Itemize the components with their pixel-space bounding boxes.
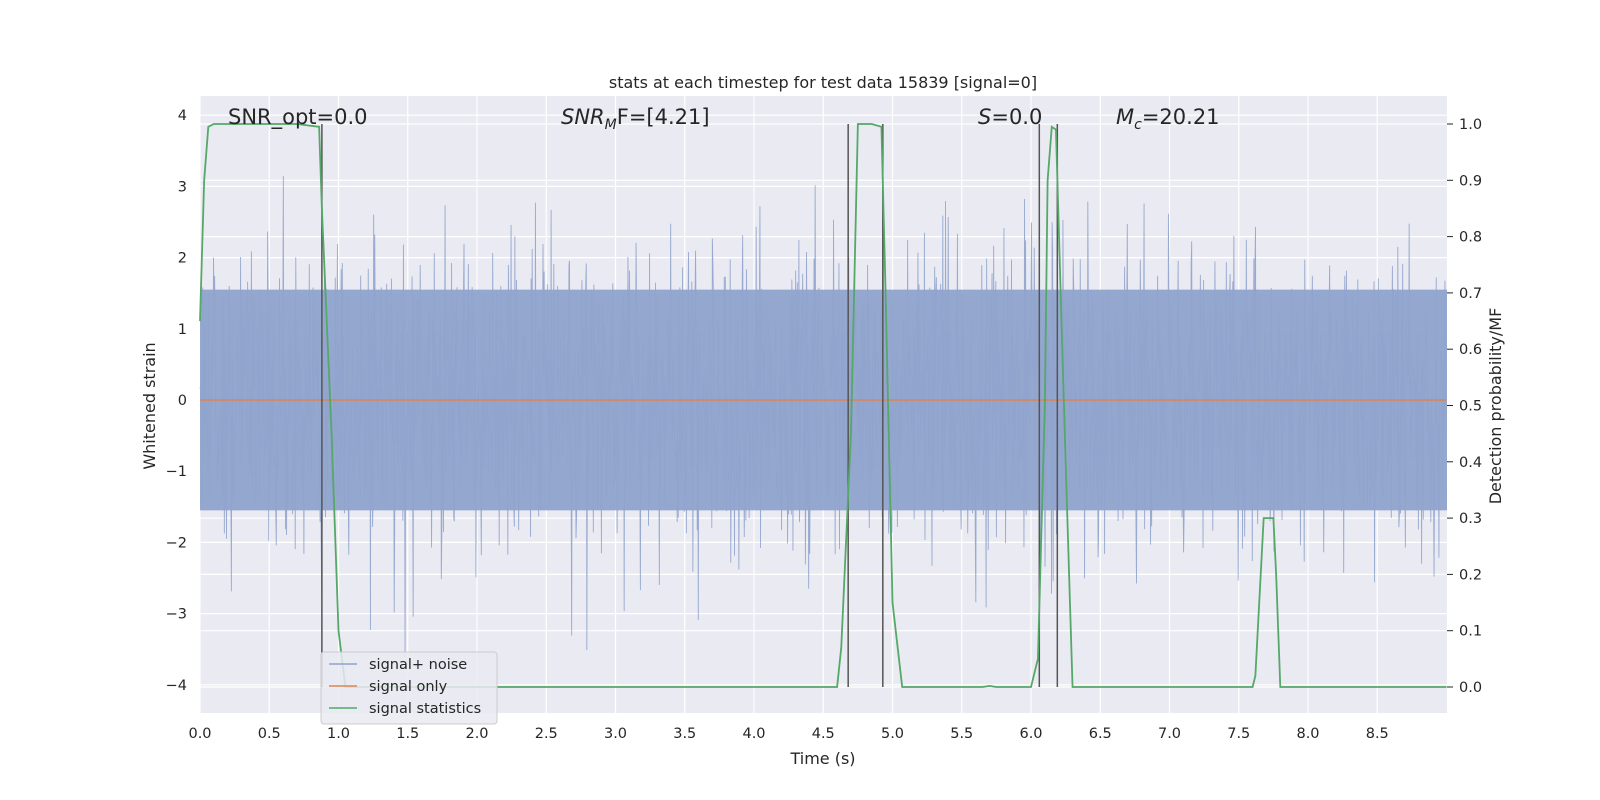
x-tick-label: 2.5 (535, 726, 558, 742)
annotation-mc-rest: =20.21 (1142, 105, 1220, 129)
x-axis-ticks: 0.0 0.5 1.0 1.5 2.0 2.5 3.0 3.5 4.0 4.5 5.0 5.5 6.0 6… (188, 726, 1388, 742)
y-right-tick-label: 0.8 (1459, 230, 1482, 246)
signal-statistics-series (199, 123, 1447, 688)
annotation-snr-mf: SNRMF=[4.21] (561, 105, 710, 133)
y-right-tick-label: 0.7 (1459, 286, 1482, 302)
x-tick-label: 7.5 (1227, 726, 1250, 742)
y-right-tick-label: 0.3 (1459, 511, 1482, 527)
y-left-tick-label: −3 (166, 607, 187, 623)
y-left-tick-label: 2 (178, 251, 187, 267)
y-right-tick-label: 0.0 (1459, 680, 1482, 696)
legend-box (320, 651, 498, 725)
legend: signal+ noise signal only signal statist… (320, 651, 498, 725)
y-right-tick-label: 1.0 (1459, 117, 1482, 133)
x-tick-label: 7.0 (1158, 726, 1181, 742)
x-tick-label: 8.0 (1296, 726, 1319, 742)
annotation-snr-mf-base: SNR (561, 105, 605, 129)
annotation-snr-mf-rest: F=[4.21] (617, 105, 710, 129)
y-left-tick-label: −1 (166, 464, 187, 480)
legend-label-noise: signal+ noise (369, 657, 467, 673)
annotation-mc-sub: c (1134, 117, 1142, 133)
x-tick-label: 3.5 (673, 726, 696, 742)
y-left-tick-label: −2 (166, 535, 187, 551)
y-right-tick-label: 0.1 (1459, 624, 1482, 640)
annotation-mc-main: M (1116, 105, 1134, 129)
y-right-tick-label: 0.4 (1459, 455, 1482, 471)
x-tick-label: 8.5 (1366, 726, 1389, 742)
x-tick-label: 1.5 (396, 726, 419, 742)
y-left-axis-ticks: 4 3 2 1 0 −1 −2 −3 −4 (166, 108, 187, 694)
y-left-axis-label: Whitened strain (140, 342, 159, 469)
chart-title: stats at each timestep for test data 158… (609, 73, 1037, 92)
x-tick-label: 2.0 (465, 726, 488, 742)
legend-label-signal-only: signal only (369, 679, 448, 695)
y-right-tick-label: 0.5 (1459, 399, 1482, 415)
y-right-tick-label: 0.2 (1459, 567, 1482, 583)
y-left-tick-label: 0 (178, 393, 187, 409)
x-tick-label: 5.0 (881, 726, 904, 742)
annotation-snr-mf-sub: M (605, 117, 617, 133)
x-tick-label: 4.5 (812, 726, 835, 742)
annotation-s: S=0.0 (978, 105, 1042, 129)
x-tick-label: 0.5 (258, 726, 281, 742)
legend-label-statistics: signal statistics (369, 701, 481, 717)
y-right-tick-label: 0.6 (1459, 342, 1482, 358)
x-tick-label: 6.0 (1019, 726, 1042, 742)
x-tick-label: 3.0 (604, 726, 627, 742)
y-right-tick-label: 0.9 (1459, 173, 1482, 189)
x-tick-label: 5.5 (950, 726, 973, 742)
y-right-axis-label: Detection probability/MF (1486, 308, 1505, 505)
annotation-s-rest: =0.0 (991, 105, 1042, 129)
x-axis-label: Time (s) (789, 749, 855, 768)
x-tick-label: 6.5 (1089, 726, 1112, 742)
y-left-tick-label: 4 (178, 108, 187, 124)
x-tick-label: 0.0 (188, 726, 211, 742)
y-left-tick-label: −4 (166, 678, 187, 694)
annotation-mc: Mc=20.21 (1116, 105, 1220, 133)
y-right-axis-ticks: 1.0 0.9 0.8 0.7 0.6 0.5 0.4 0.3 0.2 0.1 0.0 (1447, 117, 1482, 696)
y-left-tick-label: 1 (178, 322, 187, 338)
x-tick-label: 1.0 (327, 726, 350, 742)
annotation-s-main: S (978, 105, 991, 129)
signal-statistics-line (199, 123, 1447, 688)
y-left-tick-label: 3 (178, 179, 187, 195)
x-tick-label: 4.0 (742, 726, 765, 742)
annotation-snr-opt: SNR_opt=0.0 (228, 105, 368, 130)
